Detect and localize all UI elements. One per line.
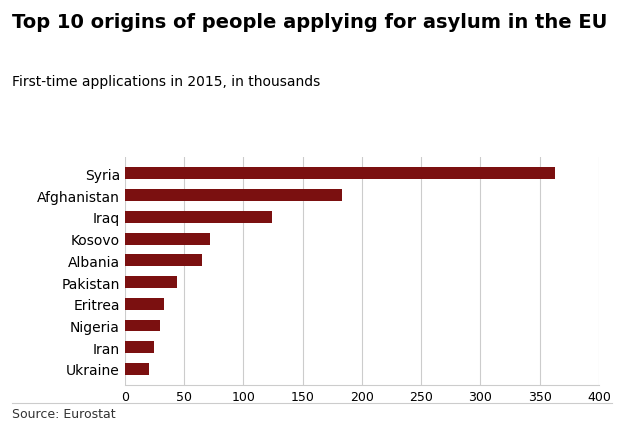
Bar <box>125 255 202 267</box>
Bar <box>125 168 555 180</box>
Bar <box>125 233 210 245</box>
Bar <box>125 363 149 375</box>
Bar <box>125 212 272 223</box>
Bar <box>125 342 155 353</box>
Text: Top 10 origins of people applying for asylum in the EU: Top 10 origins of people applying for as… <box>12 13 608 32</box>
Bar <box>125 190 342 201</box>
Bar <box>125 320 160 332</box>
Bar <box>125 276 177 288</box>
Text: Source: Eurostat: Source: Eurostat <box>12 407 116 420</box>
Text: First-time applications in 2015, in thousands: First-time applications in 2015, in thou… <box>12 74 321 88</box>
Bar <box>125 298 164 310</box>
